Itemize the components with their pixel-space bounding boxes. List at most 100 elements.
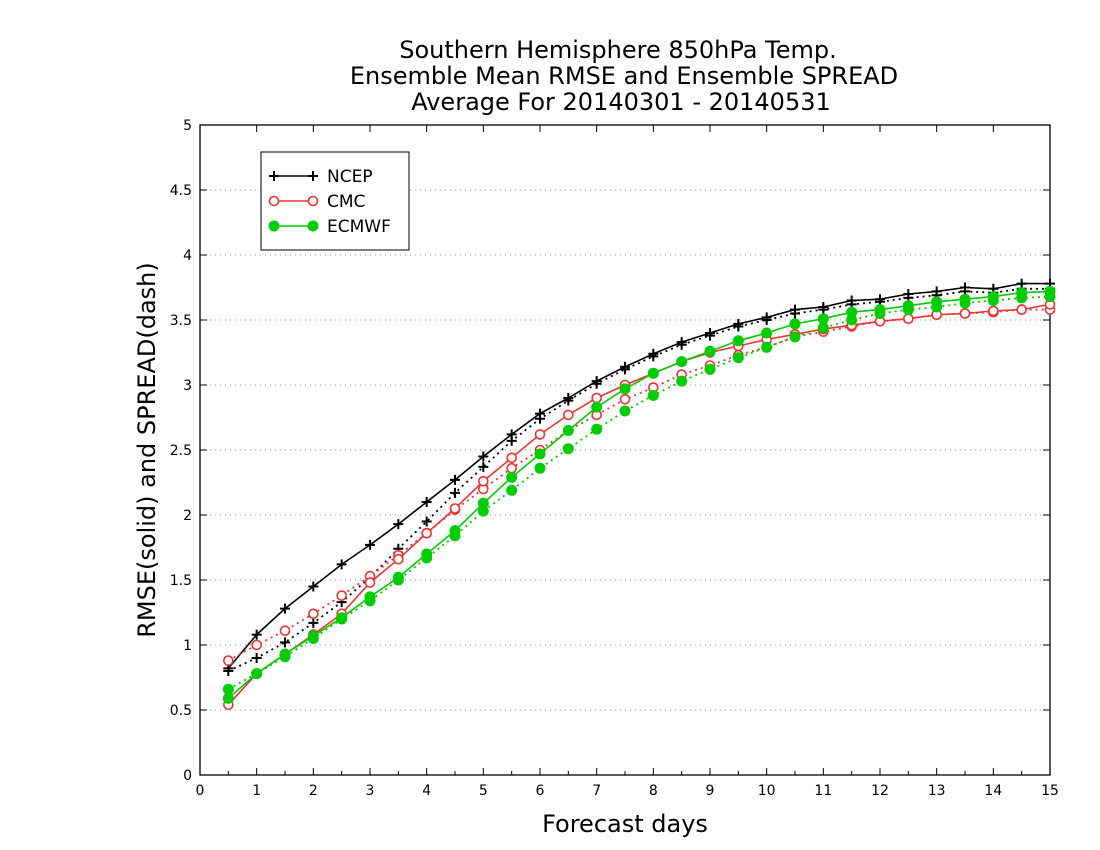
- series-line-ncep-spread: [227, 287, 1050, 672]
- series-line-cmc-rmse: [227, 303, 1051, 706]
- data-point-ecmwf-rmse: [279, 648, 291, 660]
- y-tick-label: 4: [183, 248, 192, 264]
- data-point-ncep-rmse: [620, 361, 630, 372]
- chart-title-line-2: Ensemble Mean RMSE and Ensemble SPREAD: [350, 62, 898, 90]
- data-point-ncep-spread: [251, 653, 262, 663]
- data-point-ecmwf-rmse: [761, 327, 773, 339]
- y-tick-label: 2: [183, 508, 192, 524]
- grid: [200, 189, 1050, 711]
- legend-marker-cmc: [307, 195, 319, 207]
- series-cmc: [223, 299, 1056, 711]
- data-point-cmc-rmse: [1016, 304, 1027, 315]
- y-tick-label: 0.5: [170, 703, 192, 719]
- legend-label-cmc: CMC: [327, 192, 365, 212]
- x-tick-label: 14: [984, 783, 1002, 799]
- x-tick-label: 2: [309, 783, 318, 799]
- data-point-ecmwf-rmse: [251, 668, 263, 680]
- data-point-ncep-rmse: [365, 539, 375, 550]
- data-point-ecmwf-rmse: [902, 300, 914, 312]
- data-point-ecmwf-rmse: [591, 401, 603, 413]
- data-point-ncep-rmse: [931, 286, 942, 297]
- data-point-ecmwf-rmse: [1016, 287, 1028, 299]
- data-point-ecmwf-rmse: [789, 318, 801, 330]
- data-point-cmc-spread: [223, 655, 234, 666]
- x-tick-label: 8: [649, 783, 658, 799]
- data-point-cmc-spread: [619, 393, 631, 405]
- chart-title-line-3: Average For 20140301 - 20140531: [411, 88, 831, 116]
- data-point-ncep-rmse: [591, 376, 602, 387]
- series-ecmwf: [222, 285, 1056, 704]
- data-point-cmc-rmse: [534, 429, 546, 440]
- series-ncep: [223, 278, 1055, 676]
- data-point-ecmwf-spread: [789, 331, 801, 343]
- data-point-cmc-rmse: [591, 392, 602, 404]
- data-point-ecmwf-rmse: [732, 335, 744, 347]
- data-point-ecmwf-spread: [676, 375, 688, 387]
- data-point-ecmwf-spread: [817, 322, 829, 334]
- data-point-ecmwf-rmse: [647, 367, 659, 379]
- data-point-ecmwf-rmse: [846, 306, 858, 318]
- data-point-ncep-rmse: [875, 294, 885, 305]
- legend: NCEP CMC ECMWF: [260, 151, 410, 251]
- data-point-ncep-rmse: [705, 328, 715, 338]
- y-tick-label: 4.5: [170, 183, 192, 199]
- data-point-ncep-rmse: [280, 603, 290, 614]
- legend-marker-cmc: [268, 195, 280, 207]
- data-point-ncep-spread: [421, 516, 432, 527]
- y-tick-label: 5: [183, 118, 192, 134]
- x-tick-label: 1: [252, 783, 261, 799]
- data-point-cmc-rmse: [563, 409, 574, 421]
- x-tick-label: 5: [479, 783, 488, 799]
- data-point-ncep-rmse: [1016, 278, 1027, 289]
- data-point-ecmwf-rmse: [392, 571, 404, 583]
- series-line-ecmwf-spread: [227, 295, 1051, 690]
- data-point-cmc-rmse: [478, 475, 489, 487]
- data-point-ncep-rmse: [846, 295, 857, 306]
- data-point-ncep-rmse: [421, 497, 432, 507]
- data-point-ecmwf-spread: [732, 352, 744, 364]
- legend-marker-ecmwf: [307, 220, 319, 232]
- data-point-ncep-rmse: [761, 312, 772, 323]
- x-tick-label: 6: [536, 783, 545, 799]
- data-point-ecmwf-rmse: [704, 345, 716, 357]
- legend-marker-ncep: [308, 171, 318, 181]
- x-tick-label: 4: [422, 783, 431, 799]
- data-point-ecmwf-rmse: [364, 591, 376, 603]
- data-point-cmc-rmse: [393, 553, 404, 565]
- data-point-cmc-rmse: [903, 313, 914, 325]
- data-point-cmc-spread: [251, 639, 262, 651]
- data-point-ecmwf-rmse: [931, 296, 943, 308]
- data-point-cmc-rmse: [421, 527, 432, 539]
- data-point-ncep-rmse: [393, 519, 404, 530]
- data-point-ncep-spread: [308, 617, 319, 628]
- data-point-ncep-rmse: [563, 393, 574, 403]
- x-tick-label: 10: [758, 783, 776, 799]
- y-tick-label: 2.5: [170, 443, 192, 459]
- data-point-cmc-spread: [506, 462, 517, 474]
- data-point-ecmwf-rmse: [421, 548, 433, 560]
- x-tick-label: 7: [592, 783, 601, 799]
- data-point-ecmwf-rmse: [477, 497, 489, 509]
- data-point-ecmwf-rmse: [336, 612, 348, 624]
- data-point-ecmwf-spread: [591, 423, 603, 435]
- data-point-ecmwf-spread: [761, 341, 773, 353]
- y-tick-label: 0: [183, 768, 192, 784]
- data-point-ecmwf-rmse: [506, 471, 518, 483]
- data-point-ecmwf-rmse: [817, 313, 829, 325]
- data-point-ncep-rmse: [251, 629, 262, 640]
- data-point-ncep-spread: [450, 487, 460, 498]
- data-point-cmc-rmse: [506, 452, 517, 464]
- x-tick-label: 0: [196, 783, 205, 799]
- x-tick-label: 13: [928, 783, 946, 799]
- legend-marker-ncep: [269, 171, 279, 181]
- data-point-ncep-rmse: [960, 282, 970, 293]
- data-point-cmc-spread: [308, 608, 319, 620]
- data-point-ecmwf-rmse: [874, 304, 886, 316]
- data-point-ecmwf-rmse: [676, 356, 688, 368]
- data-point-ncep-spread: [478, 461, 489, 472]
- data-point-ecmwf-spread: [534, 462, 546, 474]
- chart-title-line-1: Southern Hemisphere 850hPa Temp.: [399, 36, 836, 64]
- data-point-ncep-rmse: [903, 289, 914, 299]
- x-tick-label: 12: [871, 783, 889, 799]
